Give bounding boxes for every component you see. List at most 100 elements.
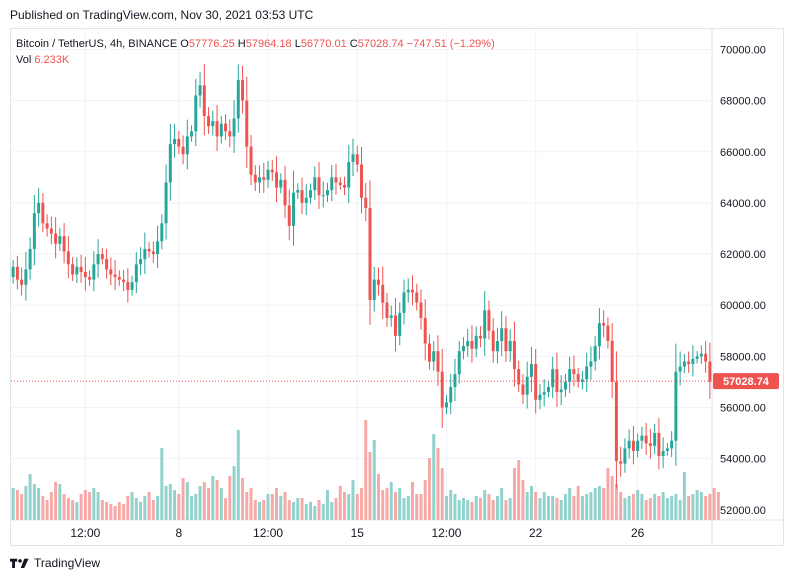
candle-body xyxy=(283,179,287,206)
volume-bar xyxy=(130,492,134,520)
y-tick-label: 54000.00 xyxy=(720,454,766,466)
candle-body xyxy=(62,236,66,252)
candle-body xyxy=(326,190,329,196)
volume-bar xyxy=(334,498,338,520)
candle-body xyxy=(559,389,563,393)
volume-bar xyxy=(160,448,164,520)
volume-bar xyxy=(105,502,109,520)
y-tick-label: 66000.00 xyxy=(720,147,766,159)
candle-body xyxy=(134,264,138,283)
candle-body xyxy=(275,172,279,188)
candle-body xyxy=(266,169,270,180)
volume-bar xyxy=(351,480,355,520)
candle-body xyxy=(449,387,453,403)
volume-bar xyxy=(194,494,198,520)
candle-body xyxy=(674,371,678,441)
symbol-name[interactable]: Bitcoin / TetherUS, 4h, BINANCE xyxy=(16,38,178,50)
y-tick-label: 70000.00 xyxy=(720,44,766,56)
volume-bar xyxy=(542,492,546,520)
volume-bar xyxy=(631,494,635,520)
volume-bar xyxy=(678,500,682,520)
candle-body xyxy=(623,448,627,464)
open-value: 57776.25 xyxy=(188,38,235,50)
volume-bar xyxy=(436,448,440,520)
volume-bar xyxy=(317,500,321,520)
y-tick-label: 52000.00 xyxy=(720,505,766,517)
volume-bar xyxy=(398,488,402,520)
volume-bar xyxy=(241,478,245,520)
volume-bar xyxy=(389,482,393,520)
volume-bar xyxy=(313,506,317,520)
candle-body xyxy=(317,177,321,196)
volume-bar xyxy=(508,498,512,520)
candle-body xyxy=(406,289,410,293)
candle-body xyxy=(394,315,397,336)
volume-bar xyxy=(665,498,669,520)
tradingview-footer[interactable]: TradingView xyxy=(10,556,100,570)
volume-bar xyxy=(704,496,708,520)
candle-body xyxy=(665,448,669,451)
candle-body xyxy=(126,282,130,290)
candle-body xyxy=(151,251,155,255)
candle-body xyxy=(576,374,580,382)
close-label: C xyxy=(349,38,358,50)
candle-body xyxy=(381,284,385,303)
volume-bar xyxy=(512,468,516,520)
volume-bar xyxy=(83,490,87,520)
candle-body xyxy=(168,144,172,183)
candle-body xyxy=(563,381,567,390)
candle-body xyxy=(644,435,648,444)
volume-bar xyxy=(126,496,130,520)
volume-bar xyxy=(330,502,334,520)
candle-body xyxy=(534,364,538,400)
volume-bar xyxy=(517,460,521,520)
candle-body xyxy=(109,269,113,275)
candle-body xyxy=(177,138,181,147)
candle-body xyxy=(96,254,100,265)
volume-bar xyxy=(283,492,287,520)
last-price-label: 57028.74 xyxy=(723,376,770,388)
volume-bar xyxy=(338,486,342,520)
volume-bar xyxy=(716,492,720,520)
published-caption: Published on TradingView.com, Nov 30, 20… xyxy=(10,8,314,22)
last-price-badge xyxy=(713,373,779,390)
volume-bar xyxy=(300,498,304,520)
volume-bar xyxy=(593,488,597,520)
volume-bar xyxy=(648,498,652,520)
candle-body xyxy=(678,366,682,372)
volume-bar xyxy=(670,496,674,520)
volume-bar xyxy=(71,500,75,520)
volume-bar xyxy=(504,500,508,520)
candle-body xyxy=(521,384,525,395)
volume-bar xyxy=(500,488,504,520)
candle-body xyxy=(427,343,431,362)
candle-body xyxy=(321,195,325,197)
volume-bar xyxy=(551,496,555,520)
volume-bar xyxy=(457,500,461,520)
y-tick-label: 56000.00 xyxy=(720,402,766,414)
candle-body xyxy=(529,364,533,377)
volume-bar xyxy=(636,490,640,520)
candle-body xyxy=(11,266,15,278)
candle-body xyxy=(253,174,257,183)
y-tick-label: 58000.00 xyxy=(720,351,766,363)
low-value: 56770.01 xyxy=(300,38,347,50)
volume-bar xyxy=(381,490,385,520)
candle-body xyxy=(224,123,228,132)
candle-body xyxy=(602,323,606,326)
volume-bar xyxy=(377,474,380,520)
volume-bar xyxy=(202,482,206,520)
volume-bar xyxy=(444,496,448,520)
candle-body xyxy=(211,121,215,127)
candle-body xyxy=(300,190,304,203)
volume-bar xyxy=(521,480,525,520)
candle-body xyxy=(627,440,631,449)
candle-body xyxy=(262,177,266,180)
candle-body xyxy=(546,387,550,393)
volume-bar xyxy=(653,494,657,520)
volume-bar xyxy=(372,440,376,520)
volume-bar xyxy=(529,486,533,520)
volume-bar xyxy=(224,498,228,520)
volume-bar xyxy=(682,472,686,520)
